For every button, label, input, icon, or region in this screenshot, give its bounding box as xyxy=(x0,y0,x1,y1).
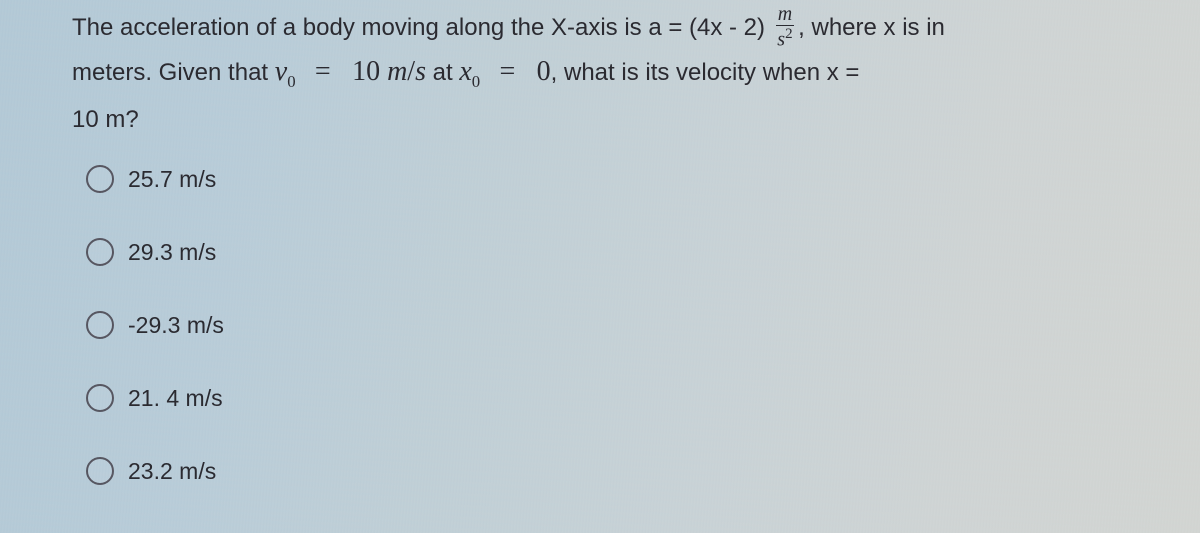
option-label: 21. 4 m/s xyxy=(128,385,223,412)
option-5[interactable]: 23.2 m/s xyxy=(86,457,224,485)
option-4[interactable]: 21. 4 m/s xyxy=(86,384,224,412)
frac-den: s2 xyxy=(776,26,794,50)
unit-fraction: ms2 xyxy=(776,4,794,50)
option-1[interactable]: 25.7 m/s xyxy=(86,165,224,193)
radio-icon[interactable] xyxy=(86,165,114,193)
q-part1: The acceleration of a body moving along … xyxy=(72,14,772,41)
radio-icon[interactable] xyxy=(86,457,114,485)
equals-2: = xyxy=(500,56,518,87)
radio-icon[interactable] xyxy=(86,238,114,266)
option-label: 29.3 m/s xyxy=(128,239,216,266)
q-line3: 10 m? xyxy=(72,106,139,133)
q-part2: , where x is in xyxy=(798,14,945,41)
v0-unit-slash: / xyxy=(407,56,415,87)
v0-unit-m: m xyxy=(387,56,407,87)
frac-num: m xyxy=(776,4,794,26)
option-3[interactable]: -29.3 m/s xyxy=(86,311,224,339)
q-line2b: at xyxy=(433,59,460,86)
x0-symbol: x xyxy=(459,56,471,87)
x0-value: 0 xyxy=(537,56,551,87)
q-line2a: meters. Given that xyxy=(72,59,275,86)
v0-value: 10 xyxy=(352,56,387,87)
question-text: The acceleration of a body moving along … xyxy=(72,6,1170,140)
option-label: -29.3 m/s xyxy=(128,312,224,339)
v0-symbol: v xyxy=(275,56,287,87)
x0-subscript: 0 xyxy=(472,72,480,91)
option-label: 23.2 m/s xyxy=(128,458,216,485)
equals-1: = xyxy=(315,56,333,87)
option-label: 25.7 m/s xyxy=(128,166,216,193)
v0-subscript: 0 xyxy=(287,72,295,91)
option-2[interactable]: 29.3 m/s xyxy=(86,238,224,266)
q-line2c: , what is its velocity when x = xyxy=(551,59,860,86)
options-group: 25.7 m/s 29.3 m/s -29.3 m/s 21. 4 m/s 23… xyxy=(86,165,224,485)
radio-icon[interactable] xyxy=(86,311,114,339)
radio-icon[interactable] xyxy=(86,384,114,412)
v0-unit-s: s xyxy=(415,56,426,87)
